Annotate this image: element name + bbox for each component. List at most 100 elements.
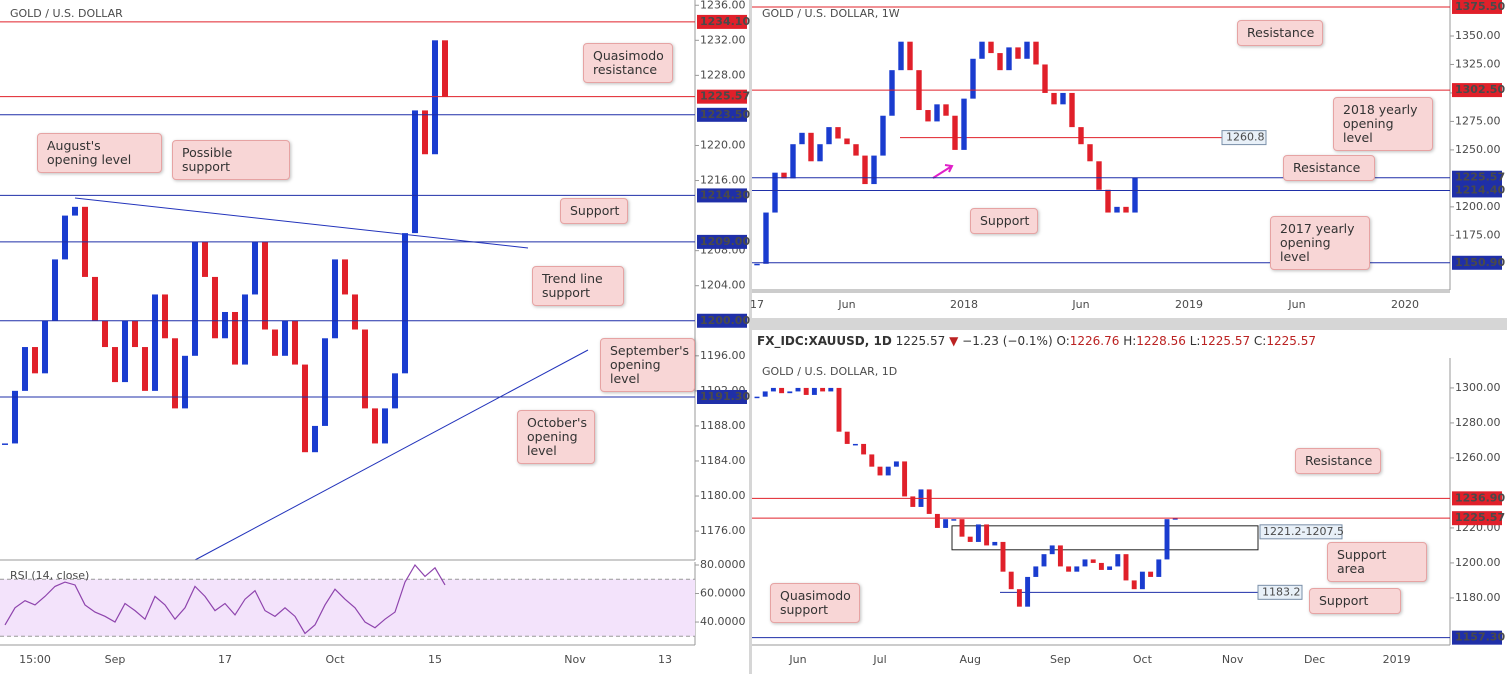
candle	[1131, 580, 1137, 590]
candle	[432, 40, 438, 155]
candle	[402, 233, 408, 374]
annotation: Resistance	[1237, 20, 1323, 46]
annotation: August's opening level	[37, 133, 162, 173]
candle	[1051, 92, 1057, 105]
candle	[1096, 161, 1102, 190]
candle	[1148, 571, 1154, 577]
candle	[1074, 566, 1080, 572]
candle	[32, 347, 38, 374]
y-tick-label: 1176.00	[700, 524, 746, 537]
y-tick-label: 1184.00	[700, 454, 746, 467]
panel-divider	[749, 0, 752, 674]
candle	[943, 519, 949, 528]
candle	[1123, 206, 1129, 213]
level-label: 1236.90	[1455, 491, 1505, 504]
y-tick-label: 1325.00	[1455, 57, 1501, 70]
x-tick-label: Nov	[564, 653, 586, 666]
candle	[392, 373, 398, 409]
candle	[312, 425, 318, 453]
y-tick-label: 60.0000	[700, 587, 746, 600]
zone-label: 1221.2-1207.5	[1263, 525, 1344, 538]
candle	[889, 70, 895, 116]
candle	[442, 40, 448, 97]
x-tick-label: Dec	[1304, 653, 1325, 666]
candle	[1132, 177, 1138, 213]
candle	[1082, 559, 1088, 567]
candle	[907, 41, 913, 71]
candle	[1115, 554, 1121, 567]
y-tick-label: 1232.00	[700, 33, 746, 46]
candle	[1066, 566, 1072, 572]
candle	[951, 519, 957, 521]
x-tick-label: Oct	[325, 653, 345, 666]
arrow	[932, 164, 954, 179]
candle	[1098, 562, 1104, 570]
level-label-box	[1257, 584, 1303, 600]
ohlc-label: C:	[1253, 334, 1267, 348]
ohlc-value: 1225.57	[1200, 334, 1251, 348]
candle	[1087, 144, 1093, 162]
y-tick-label: 1180.00	[1455, 591, 1501, 604]
y-tick-label: 1188.00	[700, 419, 746, 432]
candle	[412, 110, 418, 234]
candle	[112, 347, 118, 383]
candle	[1114, 206, 1120, 213]
annotation: Possible support	[172, 140, 290, 180]
annotation: Quasimodo resistance	[583, 43, 673, 83]
y-tick-label: 1236.00	[700, 0, 746, 11]
level-label-box	[697, 89, 747, 104]
candle	[811, 387, 817, 395]
level-label-box	[697, 389, 747, 404]
candle	[772, 172, 778, 213]
candle	[132, 320, 138, 348]
candle	[1078, 127, 1084, 145]
candle	[1024, 41, 1030, 59]
x-tick-label: Aug	[959, 653, 980, 666]
candle	[1025, 576, 1031, 607]
candle	[12, 390, 18, 444]
level-label-box	[1452, 630, 1502, 645]
x-tick-label: 15:00	[19, 653, 51, 666]
level-label: 1200.00	[700, 314, 750, 327]
candle	[959, 519, 965, 537]
level-label: 1214.30	[700, 188, 750, 201]
x-tick-label: Jul	[872, 653, 886, 666]
candle	[910, 496, 916, 507]
candle	[836, 387, 842, 432]
x-tick-label: 15	[428, 653, 442, 666]
y-tick-label: 80.0000	[700, 558, 746, 571]
candle	[992, 541, 998, 546]
y-tick-label: 1260.00	[1455, 451, 1501, 464]
candle	[943, 104, 949, 116]
candle	[926, 489, 932, 514]
candle	[222, 311, 228, 339]
y-tick-label: 1204.00	[700, 279, 746, 292]
candle	[1172, 518, 1178, 520]
candle	[762, 391, 768, 397]
candle	[362, 329, 368, 409]
level-label: 1375.50	[1455, 0, 1505, 13]
x-tick-label: Sep	[1050, 653, 1071, 666]
candle	[262, 241, 268, 330]
candle	[142, 347, 148, 391]
x-tick-label: 2019	[1383, 653, 1411, 666]
annotation: Resistance	[1295, 448, 1381, 474]
annotation: Trend line support	[532, 266, 624, 306]
annotation: 2018 yearly opening level	[1333, 97, 1433, 151]
candle	[844, 431, 850, 444]
candle	[1033, 41, 1039, 65]
candle	[835, 127, 841, 139]
candle	[352, 294, 358, 330]
ohlc-label: H:	[1123, 334, 1137, 348]
candle	[1042, 64, 1048, 93]
ohlc-value: 1228.56	[1136, 334, 1186, 348]
level-label: 1234.10	[700, 15, 750, 28]
level-label-box	[697, 313, 747, 328]
candle	[1015, 47, 1021, 59]
y-tick-label: 1250.00	[1455, 143, 1501, 156]
candle	[817, 144, 823, 162]
candle	[292, 320, 298, 365]
candle	[877, 466, 883, 476]
candle	[182, 355, 188, 409]
